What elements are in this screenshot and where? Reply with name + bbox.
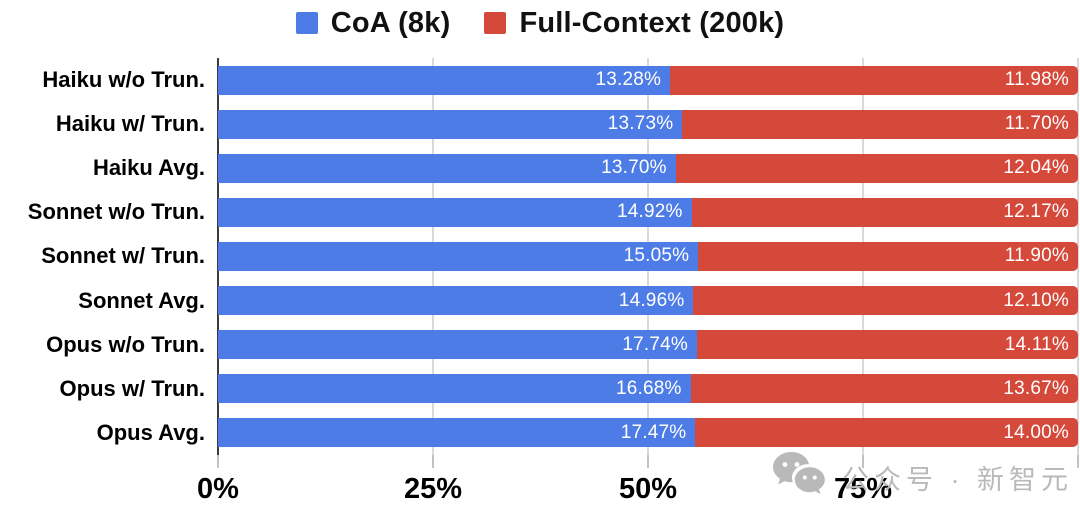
gridline-100 (1077, 58, 1079, 455)
category-label: Sonnet Avg. (78, 287, 205, 313)
category-label: Haiku w/ Trun. (55, 111, 205, 137)
bar-track: 17.74% 14.11% (218, 330, 1078, 360)
coa-bar-segment: 17.74% (218, 330, 697, 360)
category-label: Opus Avg. (96, 419, 205, 445)
category-label: Haiku Avg. (92, 155, 205, 181)
x-tick-50 (647, 455, 649, 468)
bar-row: Sonnet Avg. 14.96% 12.10% (0, 279, 1078, 323)
bar-track: 15.05% 11.90% (218, 241, 1078, 271)
legend-swatch-0 (295, 12, 318, 34)
x-tick-0 (217, 455, 219, 468)
legend-item-0: CoA (8k) (295, 6, 451, 40)
coa-value-label: 13.70% (601, 157, 667, 179)
category-label: Opus w/ Trun. (59, 375, 205, 401)
full-context-bar-segment: 11.90% (698, 241, 1078, 271)
bar-row: Sonnet w/ Trun. 15.05% 11.90% (0, 234, 1078, 278)
bar-row: Opus w/o Trun. 17.74% 14.11% (0, 323, 1078, 367)
category-label: Sonnet w/ Trun. (41, 243, 205, 269)
x-tick-label-75: 75% (833, 473, 893, 505)
full-context-value-label: 13.67% (1003, 377, 1069, 399)
full-context-bar-segment: 14.11% (697, 330, 1078, 360)
full-context-bar-segment: 12.04% (675, 153, 1078, 183)
bar-track: 14.96% 12.10% (218, 286, 1078, 316)
full-context-value-label: 11.90% (1004, 245, 1069, 267)
legend-swatch-1 (484, 12, 507, 34)
bar-track: 13.70% 12.04% (218, 153, 1078, 183)
bar-row: Opus w/ Trun. 16.68% 13.67% (0, 367, 1078, 411)
full-context-bar-segment: 11.98% (670, 65, 1078, 95)
category-label: Sonnet w/o Trun. (27, 199, 205, 225)
full-context-value-label: 14.00% (1003, 421, 1069, 443)
full-context-bar-segment: 13.67% (690, 374, 1078, 404)
x-tick-label-0: 0% (197, 473, 239, 505)
coa-value-label: 14.96% (618, 289, 685, 311)
full-context-value-label: 12.17% (1003, 201, 1069, 223)
full-context-bar-segment: 11.70% (682, 109, 1078, 139)
coa-value-label: 13.73% (607, 113, 674, 135)
coa-value-label: 16.68% (616, 377, 682, 399)
bar-row: Sonnet w/o Trun. 14.92% 12.17% (0, 190, 1078, 234)
bar-row: Haiku w/o Trun. 13.28% 11.98% (0, 58, 1078, 102)
coa-value-label: 17.74% (622, 333, 688, 355)
bar-track: 13.28% 11.98% (218, 65, 1078, 95)
chart-legend: CoA (8k) Full-Context (200k) (0, 2, 1080, 44)
coa-bar-segment: 13.73% (218, 109, 683, 139)
bar-row: Opus Avg. 17.47% 14.00% (0, 411, 1078, 455)
full-context-bar-segment: 12.17% (691, 197, 1078, 227)
full-context-value-label: 14.11% (1004, 333, 1069, 355)
x-tick-100 (1077, 455, 1079, 468)
bar-row: Haiku w/ Trun. 13.73% 11.70% (0, 102, 1078, 146)
coa-bar-segment: 13.28% (218, 65, 671, 95)
full-context-value-label: 12.04% (1003, 157, 1069, 179)
coa-bar-segment: 16.68% (218, 374, 691, 404)
bar-track: 17.47% 14.00% (218, 418, 1078, 448)
bar-track: 14.92% 12.17% (218, 197, 1078, 227)
category-label: Opus w/o Trun. (46, 331, 205, 357)
bar-row: Haiku Avg. 13.70% 12.04% (0, 146, 1078, 190)
x-axis: 0% 25% 50% 75% (197, 455, 1079, 519)
full-context-bar-segment: 14.00% (695, 418, 1078, 448)
coa-bar-segment: 14.96% (218, 286, 694, 316)
coa-value-label: 17.47% (620, 421, 687, 443)
legend-label-1: Full-Context (200k) (519, 6, 785, 39)
legend-label-0: CoA (8k) (330, 6, 451, 39)
full-context-value-label: 12.10% (1003, 289, 1069, 311)
coa-bar-segment: 13.70% (218, 153, 676, 183)
x-tick-label-25: 25% (403, 473, 463, 505)
bar-rows: Haiku w/o Trun. 13.28% 11.98% Haiku w/ Trun… (0, 58, 1078, 455)
x-tick-25 (432, 455, 434, 468)
coa-value-label: 14.92% (617, 201, 683, 223)
full-context-bar-segment: 12.10% (693, 286, 1078, 316)
full-context-value-label: 11.98% (1004, 69, 1069, 91)
legend-item-1: Full-Context (200k) (484, 7, 784, 40)
bar-track: 16.68% 13.67% (218, 374, 1078, 404)
full-context-value-label: 11.70% (1004, 113, 1069, 135)
x-tick-75 (862, 455, 864, 468)
x-tick-label-50: 50% (618, 473, 678, 505)
coa-value-label: 15.05% (623, 245, 690, 267)
coa-value-label: 13.28% (595, 69, 662, 91)
coa-bar-segment: 17.47% (218, 418, 696, 448)
coa-bar-segment: 15.05% (218, 241, 699, 271)
coa-bar-segment: 14.92% (218, 197, 692, 227)
category-label: Haiku w/o Trun. (42, 67, 205, 93)
bar-track: 13.73% 11.70% (218, 109, 1078, 139)
